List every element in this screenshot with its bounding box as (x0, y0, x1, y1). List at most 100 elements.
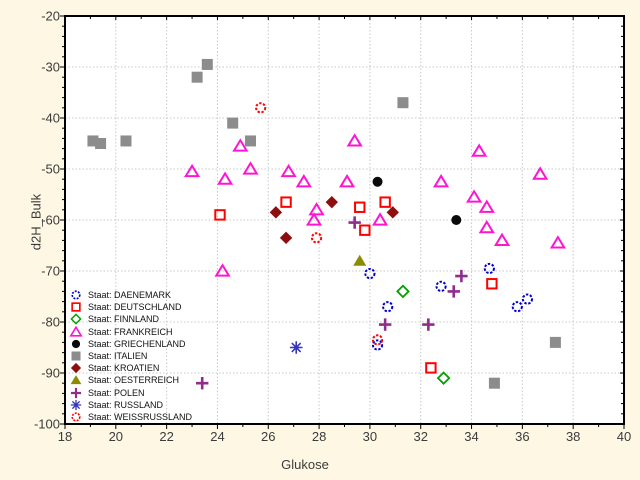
legend-marker-icon (70, 399, 82, 410)
legend-label: Staat: POLEN (88, 387, 145, 398)
legend-marker-icon (71, 290, 81, 300)
legend-label: Staat: DAENEMARK (88, 290, 172, 301)
legend-item: Staat: ITALIEN (68, 350, 268, 362)
data-point (378, 318, 392, 331)
data-point (435, 280, 447, 292)
y-tick-label: -90 (41, 365, 60, 381)
data-point (87, 135, 99, 147)
data-point (295, 174, 312, 188)
y-tick-label: -50 (41, 161, 60, 177)
y-tick-label: -30 (41, 59, 60, 75)
data-point (280, 163, 297, 178)
data-point (396, 284, 410, 299)
data-point (488, 377, 500, 389)
data-point (549, 336, 561, 348)
data-point (371, 334, 384, 346)
legend-item: Staat: WEISSRUSSLAND (68, 411, 268, 423)
data-point (455, 269, 468, 283)
data-point (354, 201, 366, 213)
data-point (371, 339, 384, 351)
data-point (466, 189, 483, 203)
legend-label: Staat: FINNLAND (88, 314, 160, 325)
data-point (371, 212, 389, 226)
data-point (232, 138, 249, 152)
data-point (364, 267, 376, 280)
data-point (483, 262, 495, 275)
data-point (305, 212, 323, 226)
y-tick-label: -40 (41, 110, 60, 126)
x-tick-label: 18 (57, 429, 73, 444)
legend-label: Staat: KROATIEN (88, 363, 160, 374)
data-point (255, 102, 267, 114)
x-tick-label: 38 (565, 429, 581, 444)
legend-label: Staat: GRIECHENLAND (88, 338, 186, 349)
legend-marker-icon (71, 302, 81, 312)
data-point (214, 209, 226, 221)
x-tick-label: 26 (261, 429, 276, 444)
legend-item: Staat: RUSSLAND (68, 399, 268, 411)
legend-item: Staat: GRIECHENLAND (68, 338, 268, 350)
data-point (289, 341, 303, 354)
x-tick-label: 24 (210, 429, 225, 444)
legend-label: Staat: WEISSRUSSLAND (88, 411, 193, 422)
legend-item: Staat: KROATIEN (68, 362, 268, 374)
data-point (196, 377, 209, 390)
data-point (308, 202, 325, 216)
x-tick-label: 22 (159, 429, 174, 444)
y-axis-title: d2H_Bulk (28, 193, 44, 251)
data-point (422, 318, 435, 331)
legend-label: Staat: ITALIEN (88, 351, 148, 362)
x-axis-title: Glukose (281, 457, 329, 472)
y-tick-label: -60 (41, 212, 60, 228)
data-point (379, 196, 391, 208)
data-point (511, 301, 523, 313)
data-point (549, 235, 567, 249)
x-tick-label: 36 (515, 429, 530, 444)
y-tick-label: -100 (33, 416, 60, 432)
legend-item: Staat: POLEN (68, 387, 268, 399)
legend-marker-icon (71, 339, 81, 348)
data-point (493, 232, 511, 246)
data-point (310, 232, 323, 244)
data-point (436, 371, 451, 385)
x-tick-label: 40 (616, 429, 632, 444)
data-point (486, 278, 498, 290)
data-point (279, 231, 293, 245)
data-point (244, 135, 256, 147)
legend-item: Staat: FRANKREICH (68, 325, 268, 338)
data-point (451, 215, 462, 225)
data-points (87, 58, 567, 390)
data-point (217, 171, 234, 185)
legend-marker-icon (71, 351, 81, 361)
data-point (478, 199, 495, 213)
data-point (338, 174, 356, 188)
legend-label: Staat: DEUTSCHLAND (88, 302, 182, 313)
axis-ticks (60, 15, 625, 429)
legend-marker-icon (71, 412, 81, 422)
data-point (242, 161, 259, 175)
legend-marker-icon (70, 387, 82, 398)
y-tick-label: -20 (41, 8, 60, 24)
data-point (191, 71, 203, 83)
data-point (425, 362, 437, 374)
data-point (280, 196, 292, 208)
data-point (346, 133, 363, 147)
gridlines (65, 16, 624, 424)
data-point (532, 166, 549, 180)
data-point (478, 219, 495, 234)
data-point (447, 285, 460, 298)
data-point (214, 263, 231, 277)
legend-label: Staat: OESTERREICH (88, 375, 180, 386)
legend-marker-icon (69, 325, 83, 337)
data-point (471, 143, 488, 157)
x-tick-label: 34 (464, 429, 479, 444)
data-point (183, 163, 201, 178)
legend-item: Staat: DAENEMARK (68, 289, 268, 301)
data-point (201, 58, 213, 70)
data-point (386, 206, 399, 219)
data-point (432, 174, 450, 188)
x-tick-label: 30 (362, 429, 378, 444)
legend-label: Staat: RUSSLAND (88, 399, 164, 410)
